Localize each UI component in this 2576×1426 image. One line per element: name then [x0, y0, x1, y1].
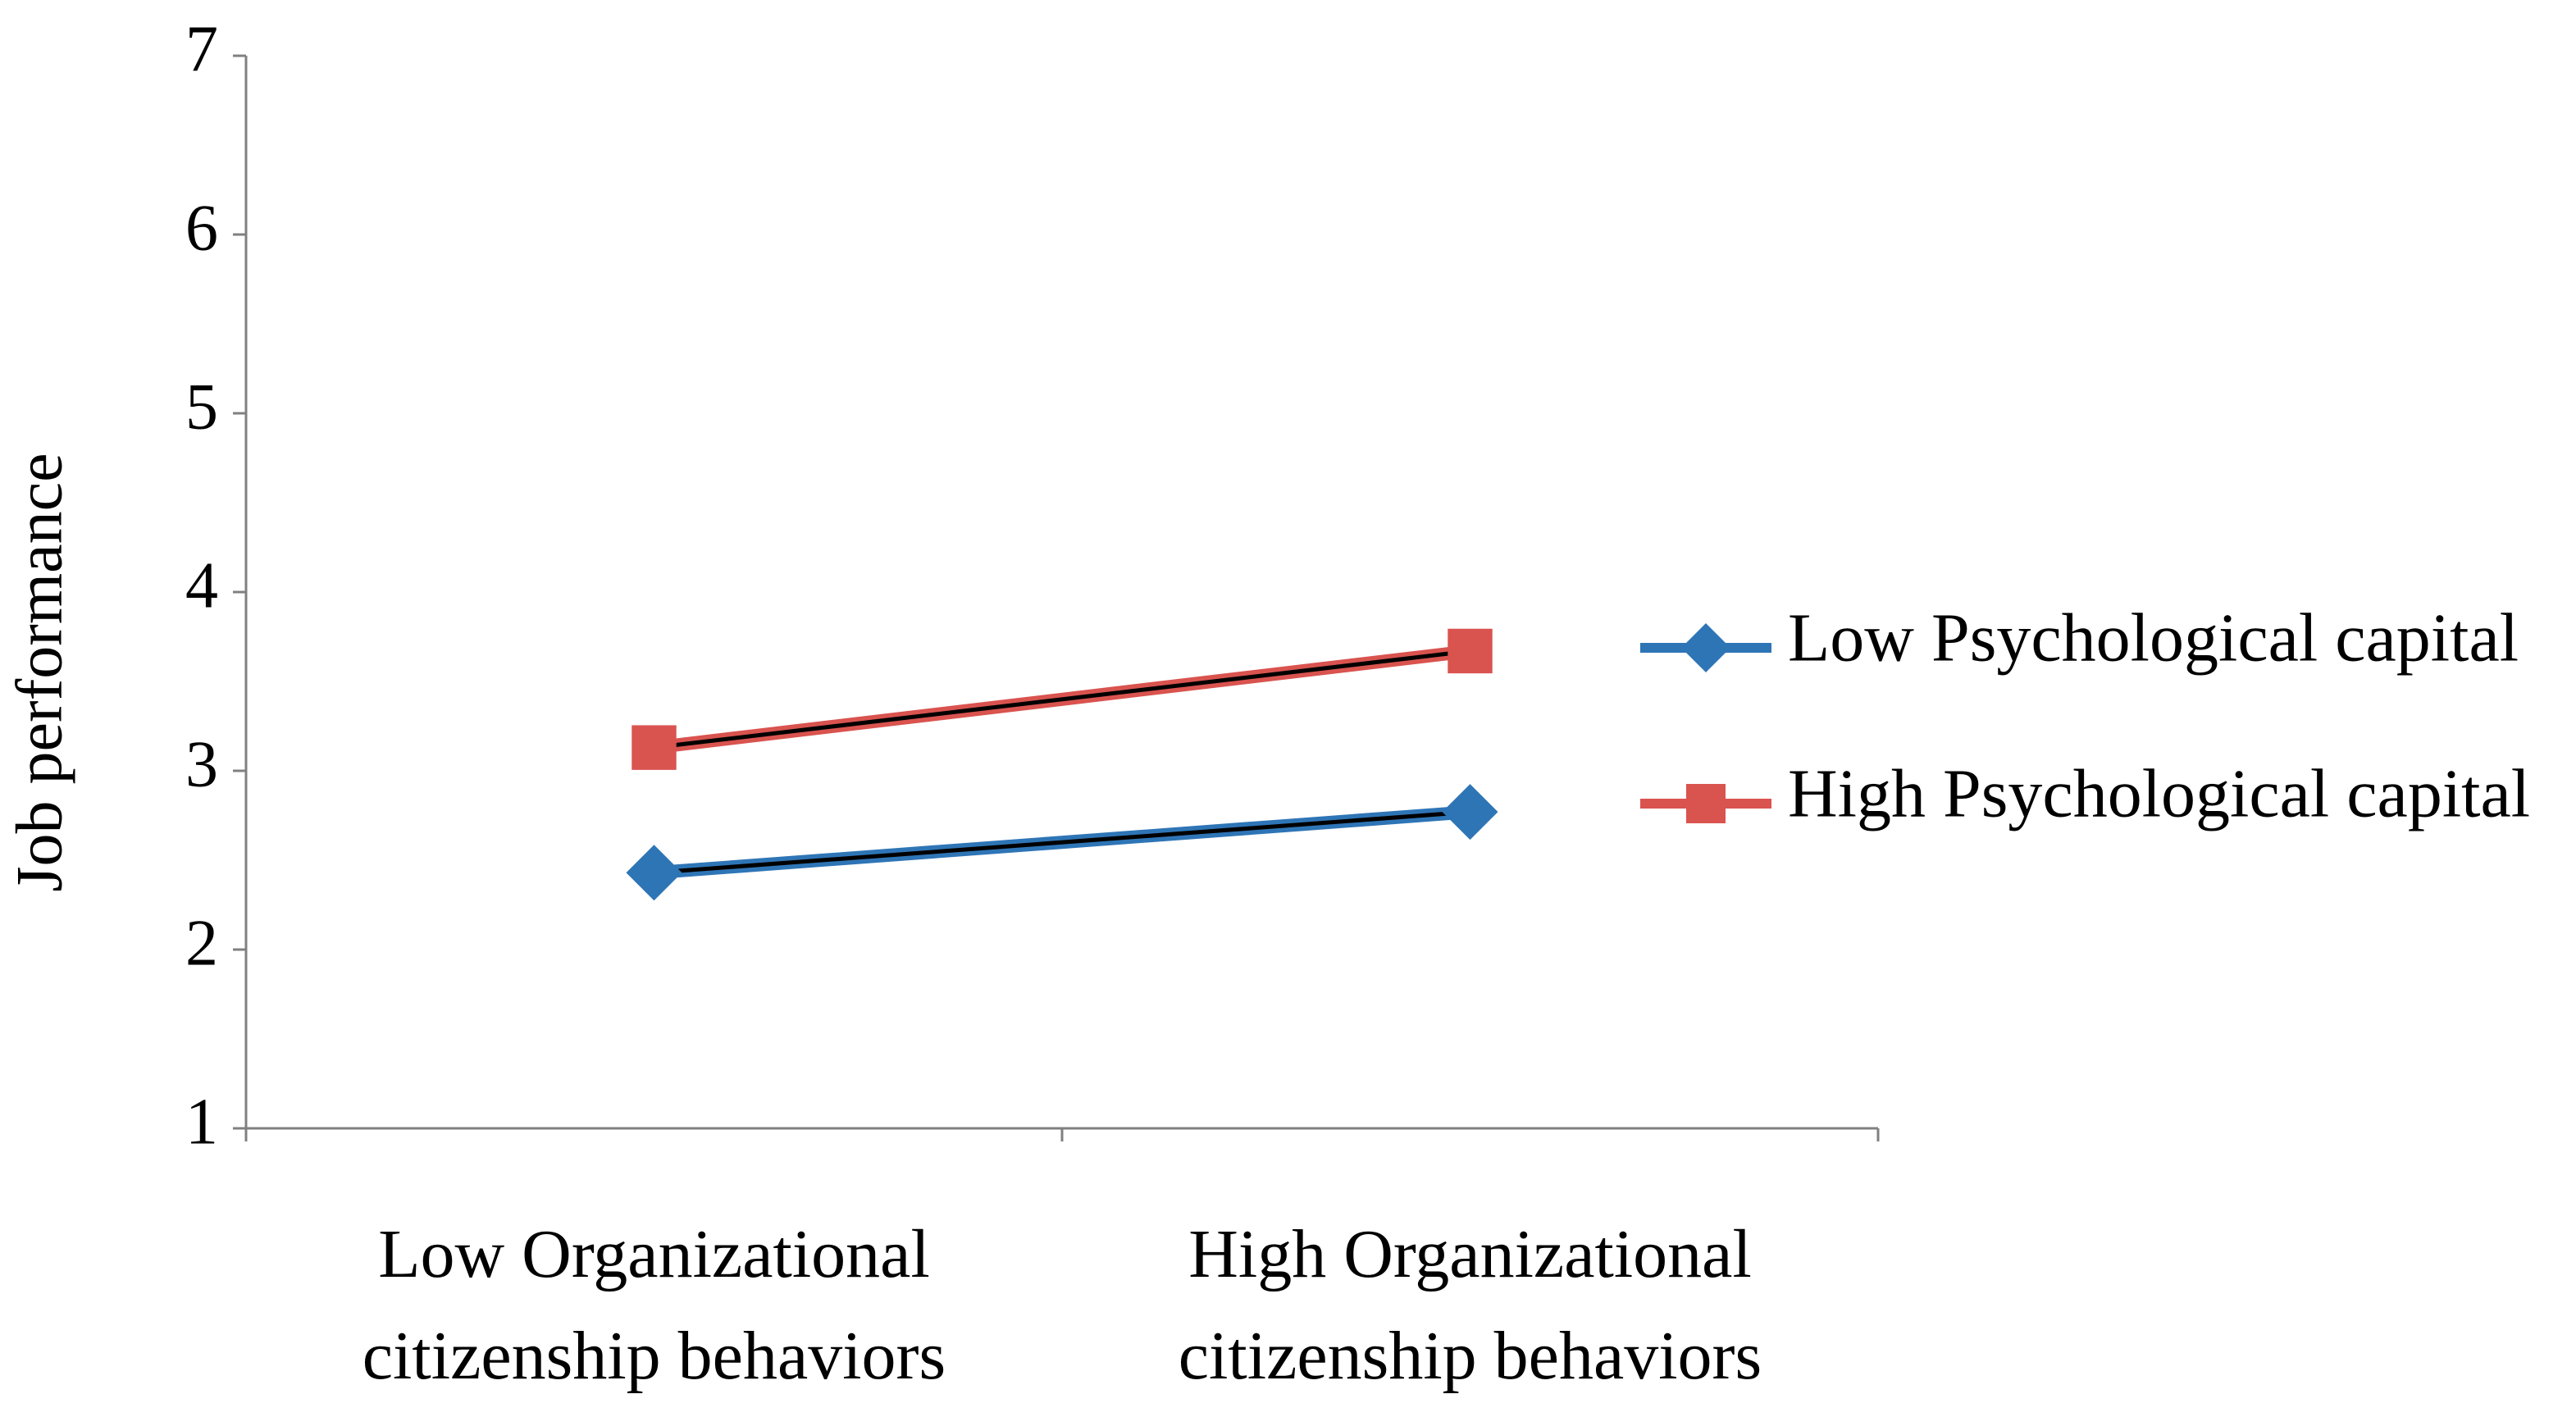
y-tick-label: 3	[185, 728, 218, 800]
legend-label: Low Psychological capital	[1788, 599, 2519, 676]
y-tick-label: 1	[185, 1086, 218, 1158]
series-line-core	[654, 649, 1470, 750]
x-tick-label: Low Organizational citizenship behaviors	[362, 1216, 946, 1394]
data-point	[1448, 628, 1493, 674]
data-point	[626, 845, 682, 901]
y-tick-label: 2	[185, 907, 218, 979]
x-tick-label: High Organizational citizenship behavior…	[1178, 1216, 1762, 1394]
data-point	[631, 725, 677, 770]
y-tick-label: 5	[185, 371, 218, 443]
data-point	[1442, 784, 1498, 841]
legend-marker	[1681, 623, 1730, 672]
legend-label: High Psychological capital	[1788, 755, 2530, 831]
y-axis-label: Job performance	[3, 453, 75, 891]
legend-marker	[1686, 784, 1726, 823]
y-tick-label: 7	[185, 13, 218, 85]
y-tick-label: 6	[185, 192, 218, 264]
y-tick-label: 4	[185, 549, 218, 622]
series-line-core	[654, 809, 1470, 875]
